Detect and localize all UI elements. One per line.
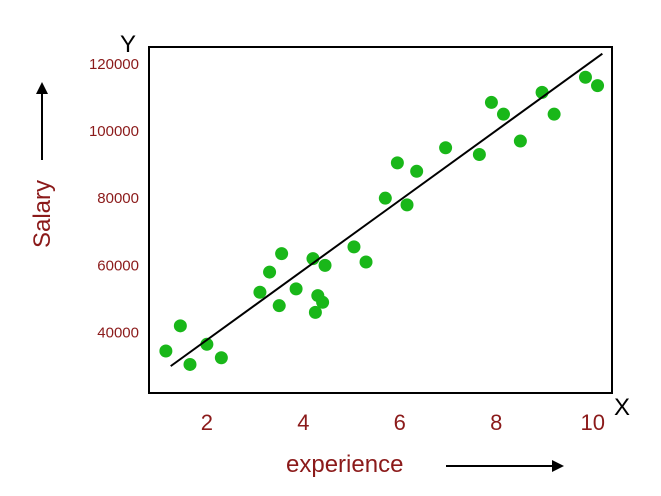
data-point [200,337,214,351]
data-point [591,79,605,93]
data-point [439,141,453,155]
regression-line [170,52,603,367]
data-point [547,107,561,121]
data-point [578,70,592,84]
data-point [378,191,392,205]
y-tick-label: 120000 [89,56,139,73]
data-point [316,295,330,309]
data-point [400,198,414,212]
y-tick-label: 60000 [97,257,139,274]
y-tick-label: 80000 [97,190,139,207]
data-point [289,282,303,296]
x-axis-letter: X [614,394,630,421]
data-point [263,265,277,279]
data-point [359,255,373,269]
data-point [275,247,289,261]
y-axis-letter: Y [120,31,136,58]
data-point [159,344,173,358]
data-point [214,351,228,365]
x-tick-label: 4 [297,410,309,435]
data-point [484,95,498,109]
plot-frame [148,46,613,394]
data-point [173,319,187,333]
data-point [272,299,286,313]
x-axis-title: experience [286,451,403,478]
data-point [390,156,404,170]
x-tick-label: 2 [201,410,213,435]
y-tick-label: 40000 [97,325,139,342]
x-tick-label: 10 [580,410,604,435]
data-point [496,107,510,121]
y-axis-title: Salary [29,180,56,248]
data-point [183,357,197,371]
y-tick-labels: 40000 60000 80000 100000 120000 [89,56,139,342]
x-tick-label: 6 [394,410,406,435]
data-point [347,240,361,254]
data-point [410,164,424,178]
data-point [318,258,332,272]
y-tick-label: 100000 [89,123,139,140]
data-point [308,305,322,319]
data-point [253,285,267,299]
x-tick-label: 8 [490,410,502,435]
x-tick-labels: 2 4 6 8 10 [201,410,605,435]
data-point [513,134,527,148]
data-point [472,147,486,161]
